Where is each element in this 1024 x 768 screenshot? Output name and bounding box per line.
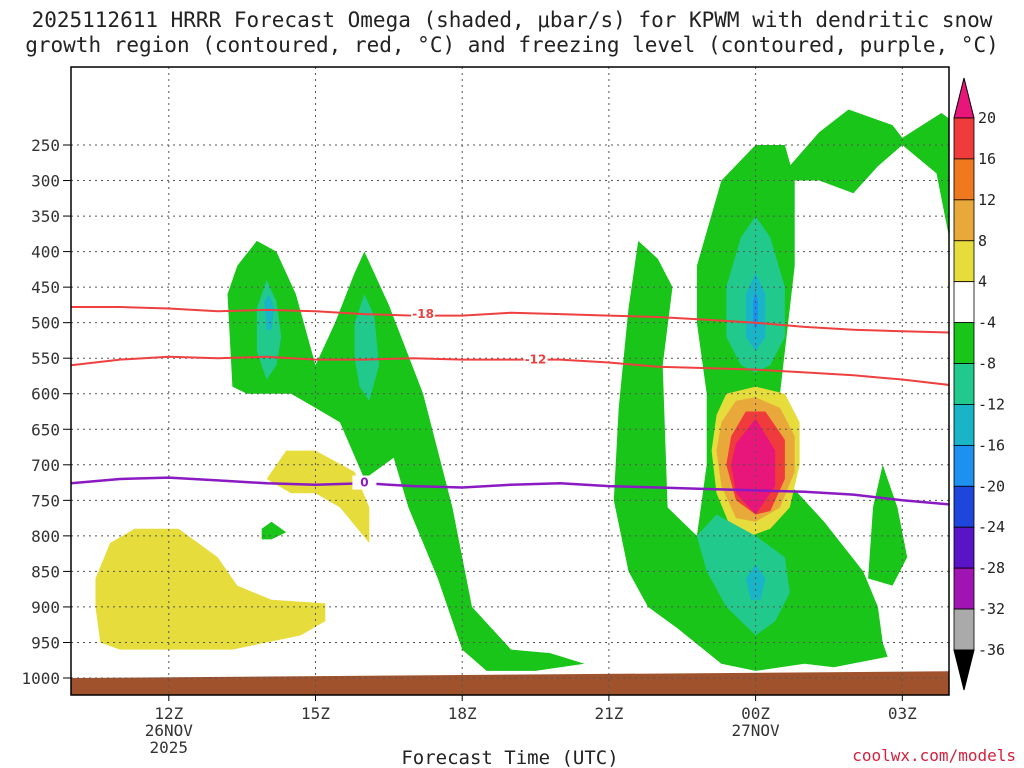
colorbar-label-0: 20 bbox=[978, 109, 996, 127]
y-tick-label-700: 700 bbox=[31, 456, 60, 475]
contour-label-dgz-minus-18: -18 bbox=[412, 307, 434, 321]
colorbar-label-3: 8 bbox=[978, 232, 987, 250]
region-cyan-lower-core bbox=[745, 564, 766, 600]
colorbar-bin-1 bbox=[953, 117, 975, 160]
colorbar-bin-9 bbox=[953, 444, 975, 487]
contour-labels: -18 -12 0 bbox=[352, 307, 548, 490]
y-axis: 250 300 350 400 450 500 550 600 650 700 750 800 850 9… bbox=[21, 136, 71, 688]
y-tick-label-300: 300 bbox=[31, 172, 60, 191]
contour-dgz-minus-18 bbox=[71, 306, 949, 334]
chart-title-line-2: growth region (contoured, red, °C) and f… bbox=[25, 33, 999, 57]
colorbar-label-8: -16 bbox=[978, 436, 1005, 454]
y-tick-label-500: 500 bbox=[31, 314, 60, 333]
colorbar-bin-12 bbox=[953, 567, 975, 610]
colorbar-label-9: -20 bbox=[978, 477, 1005, 495]
x-tick-label-18Z: 18Z bbox=[448, 704, 477, 723]
colorbar-label-13: -36 bbox=[978, 641, 1005, 659]
colorbar-label-4: 4 bbox=[978, 273, 987, 291]
y-tick-label-350: 350 bbox=[31, 207, 60, 226]
y-tick-label-800: 800 bbox=[31, 527, 60, 546]
colorbar-bin-4 bbox=[953, 240, 975, 283]
region-green-upper-right bbox=[755, 109, 949, 237]
x-axis-label: Forecast Time (UTC) bbox=[401, 747, 618, 768]
x-tick-label-00Z: 00Z bbox=[741, 704, 770, 723]
y-tick-label-900: 900 bbox=[31, 598, 60, 617]
colorbar-bin-7 bbox=[953, 363, 975, 405]
y-tick-label-550: 550 bbox=[31, 349, 60, 368]
colorbar-bin-8 bbox=[953, 404, 975, 446]
region-cyan-left-core bbox=[264, 294, 274, 330]
colorbar-bin-6 bbox=[953, 322, 975, 364]
contour-label-bg-dgz-minus-18 bbox=[411, 307, 436, 322]
y-tick-label-450: 450 bbox=[31, 278, 60, 297]
colorbar-label-6: -8 bbox=[978, 355, 996, 373]
y-tick-label-1000: 1000 bbox=[21, 669, 60, 688]
x-tick-label-12Z: 12Z bbox=[154, 704, 183, 723]
colorbar: 20 16 12 8 4 -4 -8 -12 -16 -20 -24 -28 -32 -36 bbox=[953, 77, 1005, 691]
colorbar-bin-13 bbox=[953, 608, 975, 651]
region-teal-mid-column bbox=[354, 294, 380, 401]
colorbar-label-11: -28 bbox=[978, 559, 1005, 577]
region-blue-upper-core bbox=[753, 290, 758, 330]
contour-label-bg-freezing-level-0 bbox=[352, 475, 377, 490]
colorbar-label-7: -12 bbox=[978, 395, 1005, 413]
colorbar-bin-10 bbox=[953, 485, 975, 528]
colorbar-label-1: 16 bbox=[978, 150, 996, 168]
y-tick-label-400: 400 bbox=[31, 243, 60, 262]
region-green-center-left bbox=[227, 240, 585, 671]
y-tick-label-850: 850 bbox=[31, 562, 60, 581]
y-tick-label-250: 250 bbox=[31, 136, 60, 155]
contour-label-bg-dgz-minus-12 bbox=[523, 352, 548, 367]
region-brown-ground bbox=[71, 671, 949, 695]
x-tick-date-00Z: 27NOV bbox=[732, 721, 781, 740]
colorbar-bottom-arrow bbox=[953, 649, 975, 691]
region-green-small-blob bbox=[261, 521, 287, 540]
region-yellow-left bbox=[95, 528, 326, 650]
contour-freezing-level-0 bbox=[71, 476, 949, 506]
colorbar-bin-11 bbox=[953, 526, 975, 569]
colorbar-label-2: 12 bbox=[978, 191, 996, 209]
region-teal-lower-center bbox=[696, 514, 790, 636]
y-tick-label-650: 650 bbox=[31, 420, 60, 439]
contour-label-dgz-minus-12: -12 bbox=[525, 353, 547, 367]
y-tick-label-750: 750 bbox=[31, 491, 60, 510]
colorbar-bin-2 bbox=[953, 158, 975, 201]
x-tick-label-03Z: 03Z bbox=[888, 704, 917, 723]
y-tick-label-950: 950 bbox=[31, 633, 60, 652]
colorbar-top-arrow bbox=[953, 77, 975, 119]
x-tick-label-15Z: 15Z bbox=[301, 704, 330, 723]
x-tick-year-12Z: 2025 bbox=[150, 738, 189, 757]
plot-border bbox=[70, 66, 950, 696]
x-tick-date-12Z: 26NOV bbox=[145, 721, 194, 740]
credit-link[interactable]: coolwx.com/models bbox=[852, 746, 1016, 765]
y-tick-label-600: 600 bbox=[31, 385, 60, 404]
colorbar-label-5: -4 bbox=[978, 314, 996, 332]
chart-title-line-1: 2025112611 HRRR Forecast Omega (shaded, … bbox=[31, 8, 993, 32]
x-tick-label-21Z: 21Z bbox=[594, 704, 623, 723]
colorbar-bin-3 bbox=[953, 199, 975, 242]
contour-label-freezing-level-0: 0 bbox=[360, 476, 368, 490]
colorbar-label-10: -24 bbox=[978, 518, 1005, 536]
omega-shading bbox=[71, 109, 949, 695]
region-yellow-mid bbox=[266, 450, 370, 543]
colorbar-label-12: -32 bbox=[978, 600, 1005, 618]
gridlines bbox=[71, 67, 949, 695]
region-green-right-small bbox=[868, 464, 908, 586]
colorbar-bin-5 bbox=[953, 281, 975, 324]
